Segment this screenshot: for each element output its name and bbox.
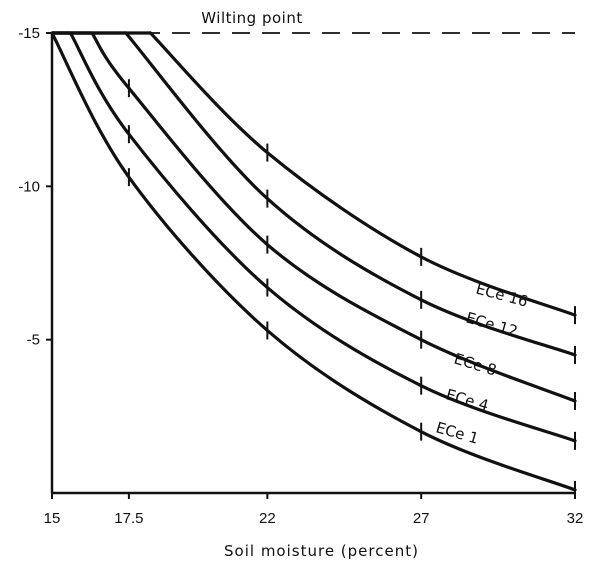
wilting-point-label: Wilting point (201, 9, 302, 27)
x-tick-label: 22 (259, 510, 276, 527)
y-tick-label: -10 (18, 178, 40, 195)
series-label: ECe 4 (444, 385, 491, 414)
series-line (124, 31, 577, 357)
series-label: ECe 8 (452, 350, 499, 380)
axes: -15 -10 -5 15 17.5 22 27 32 (18, 25, 583, 527)
series-label: ECe 16 (474, 280, 530, 311)
x-tick-label: 32 (567, 510, 584, 527)
labels: Soil moisture (percent) Wilting point ECe … (201, 9, 530, 560)
series-line (148, 31, 577, 317)
y-tick-label: -15 (18, 25, 40, 42)
curves (50, 31, 577, 499)
x-tick-label: 15 (44, 510, 61, 527)
series-line (90, 31, 577, 403)
y-tick-label: -5 (27, 332, 40, 349)
series-line (68, 31, 577, 443)
series-line (50, 31, 577, 492)
x-axis-label: Soil moisture (percent) (224, 542, 419, 560)
x-tick-label: 27 (413, 510, 430, 527)
x-tick-label: 17.5 (114, 510, 143, 527)
series-label: ECe 1 (434, 418, 481, 447)
series-label: ECe 12 (464, 309, 520, 341)
